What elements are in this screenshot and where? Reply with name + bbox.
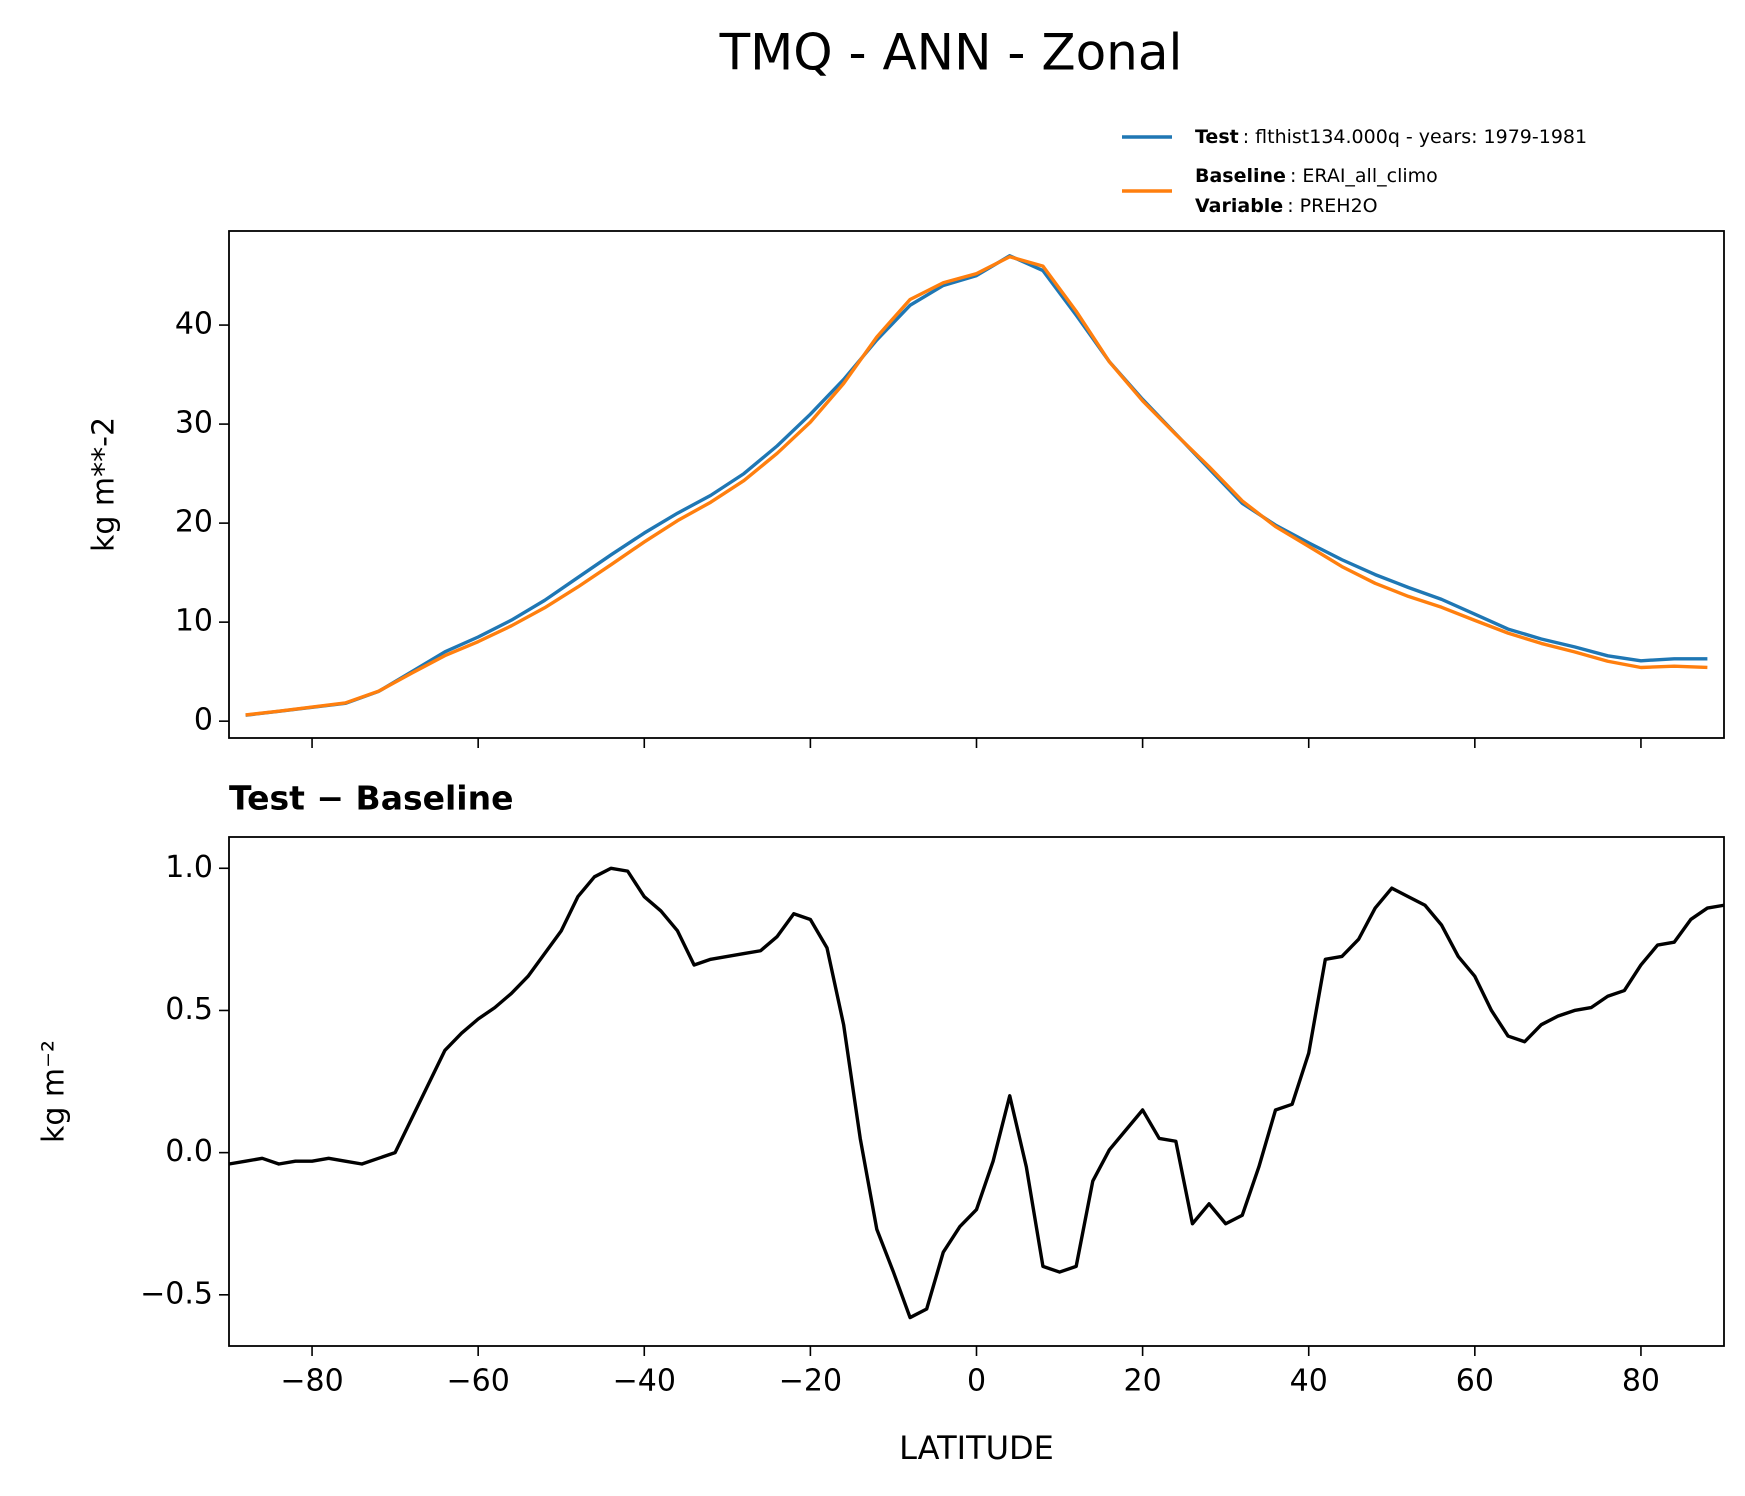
legend-info: : flthist134.000q - years: 1979-1981 <box>1243 126 1587 148</box>
y-axis-label: kg m**-2 <box>87 417 122 552</box>
x-tick-label: 40 <box>1290 1364 1328 1399</box>
legend-name: Test <box>1195 126 1239 148</box>
axes-frame <box>228 836 1725 1347</box>
series-line <box>245 255 1708 717</box>
legend-info: : PREH2O <box>1287 195 1377 217</box>
legend-text: Test: flthist134.000q - years: 1979-1981 <box>1195 126 1587 148</box>
legend-name: Baseline <box>1195 165 1286 187</box>
legend-text: Baseline: ERAI_all_climo <box>1195 165 1438 187</box>
x-axis-label: LATITUDE <box>899 1429 1054 1467</box>
legend-name: Variable <box>1195 195 1283 217</box>
y-tick-label: 30 <box>175 406 213 441</box>
x-tick-label: 0 <box>967 1364 986 1399</box>
legend-text: Variable: PREH2O <box>1195 195 1378 217</box>
x-tick-label: −20 <box>779 1364 842 1399</box>
y-tick-label: 10 <box>175 604 213 639</box>
x-tick-label: 60 <box>1456 1364 1494 1399</box>
x-tick-label: −60 <box>447 1364 510 1399</box>
y-tick-label: 0.5 <box>165 992 213 1027</box>
axes-frame <box>228 230 1725 739</box>
x-tick-label: −40 <box>613 1364 676 1399</box>
y-tick-label: −0.5 <box>140 1276 213 1311</box>
x-tick-label: 20 <box>1124 1364 1162 1399</box>
y-tick-label: 0.0 <box>165 1134 213 1169</box>
x-tick-label: −80 <box>280 1364 343 1399</box>
series-line <box>228 866 1725 1320</box>
y-tick-label: 40 <box>175 307 213 342</box>
figure-title: TMQ - ANN - Zonal <box>719 24 1183 82</box>
series-line <box>245 254 1708 717</box>
y-tick-label: 20 <box>175 505 213 540</box>
y-tick-label: 1.0 <box>165 850 213 885</box>
y-tick-label: 0 <box>194 703 213 738</box>
x-tick-label: 80 <box>1622 1364 1660 1399</box>
legend-info: : ERAI_all_climo <box>1290 165 1438 187</box>
y-axis-label: kg m⁻² <box>37 1040 72 1143</box>
axes-title: Test − Baseline <box>229 779 514 818</box>
